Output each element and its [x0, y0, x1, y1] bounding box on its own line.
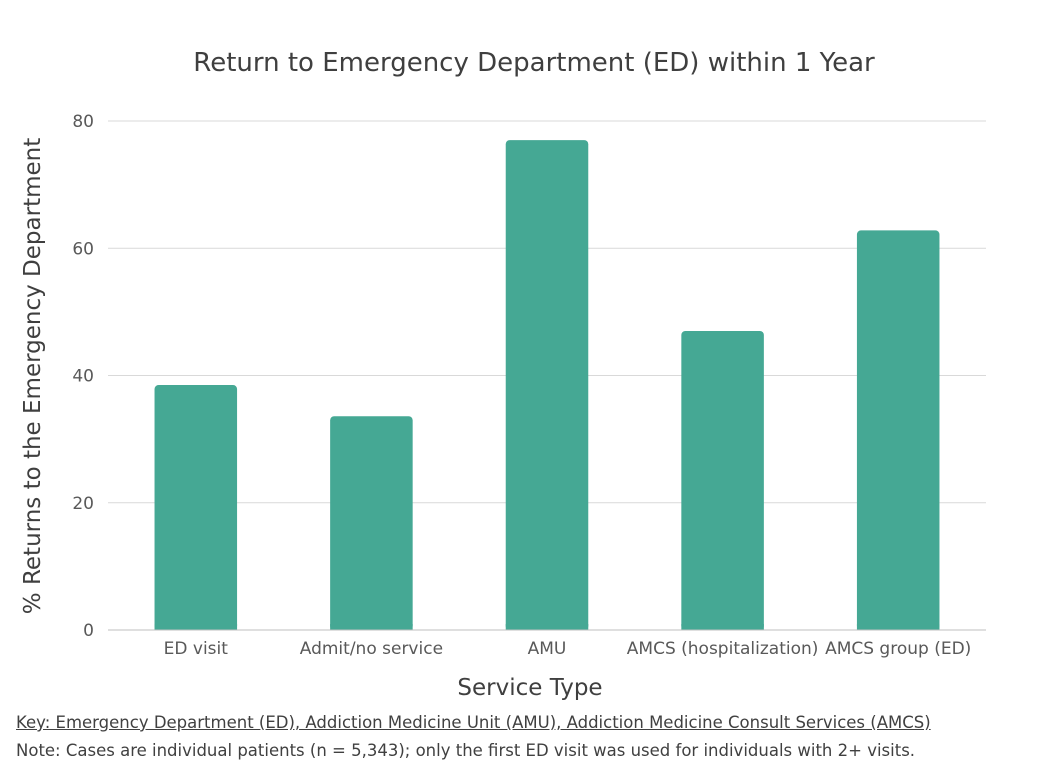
x-tick-label: AMCS group (ED)	[825, 639, 971, 659]
key-note: Key: Emergency Department (ED), Addictio…	[16, 713, 931, 732]
bar-base	[681, 624, 764, 630]
bar	[505, 140, 589, 630]
y-axis-title: % Returns to the Emergency Department	[20, 138, 46, 614]
y-tick-label: 80	[72, 112, 94, 132]
bar	[681, 330, 764, 630]
y-tick-labels: 0 20 40 60 80	[72, 112, 94, 641]
y-tick-label: 0	[83, 621, 94, 641]
y-tick-label: 40	[72, 367, 94, 387]
bar-base	[856, 624, 940, 630]
bar-chart: Return to Emergency Department (ED) with…	[20, 48, 986, 701]
bar	[856, 230, 940, 630]
bar-base	[154, 624, 238, 630]
bar-base	[330, 624, 413, 630]
bar	[154, 385, 238, 630]
bar	[330, 416, 413, 630]
x-tick-label: AMCS (hospitalization)	[627, 639, 819, 659]
x-tick-label: Admit/no service	[300, 639, 443, 659]
chart-title: Return to Emergency Department (ED) with…	[193, 48, 875, 78]
x-axis-title: Service Type	[457, 675, 602, 701]
y-tick-label: 20	[72, 494, 94, 514]
case-note: Note: Cases are individual patients (n =…	[16, 741, 916, 760]
bar-base	[505, 624, 589, 630]
x-tick-labels: ED visit Admit/no service AMU AMCS (hospita…	[164, 639, 972, 659]
x-tick-label: AMU	[528, 639, 567, 659]
x-tick-label: ED visit	[164, 639, 229, 659]
bars	[154, 140, 940, 630]
y-tick-label: 60	[72, 239, 94, 259]
